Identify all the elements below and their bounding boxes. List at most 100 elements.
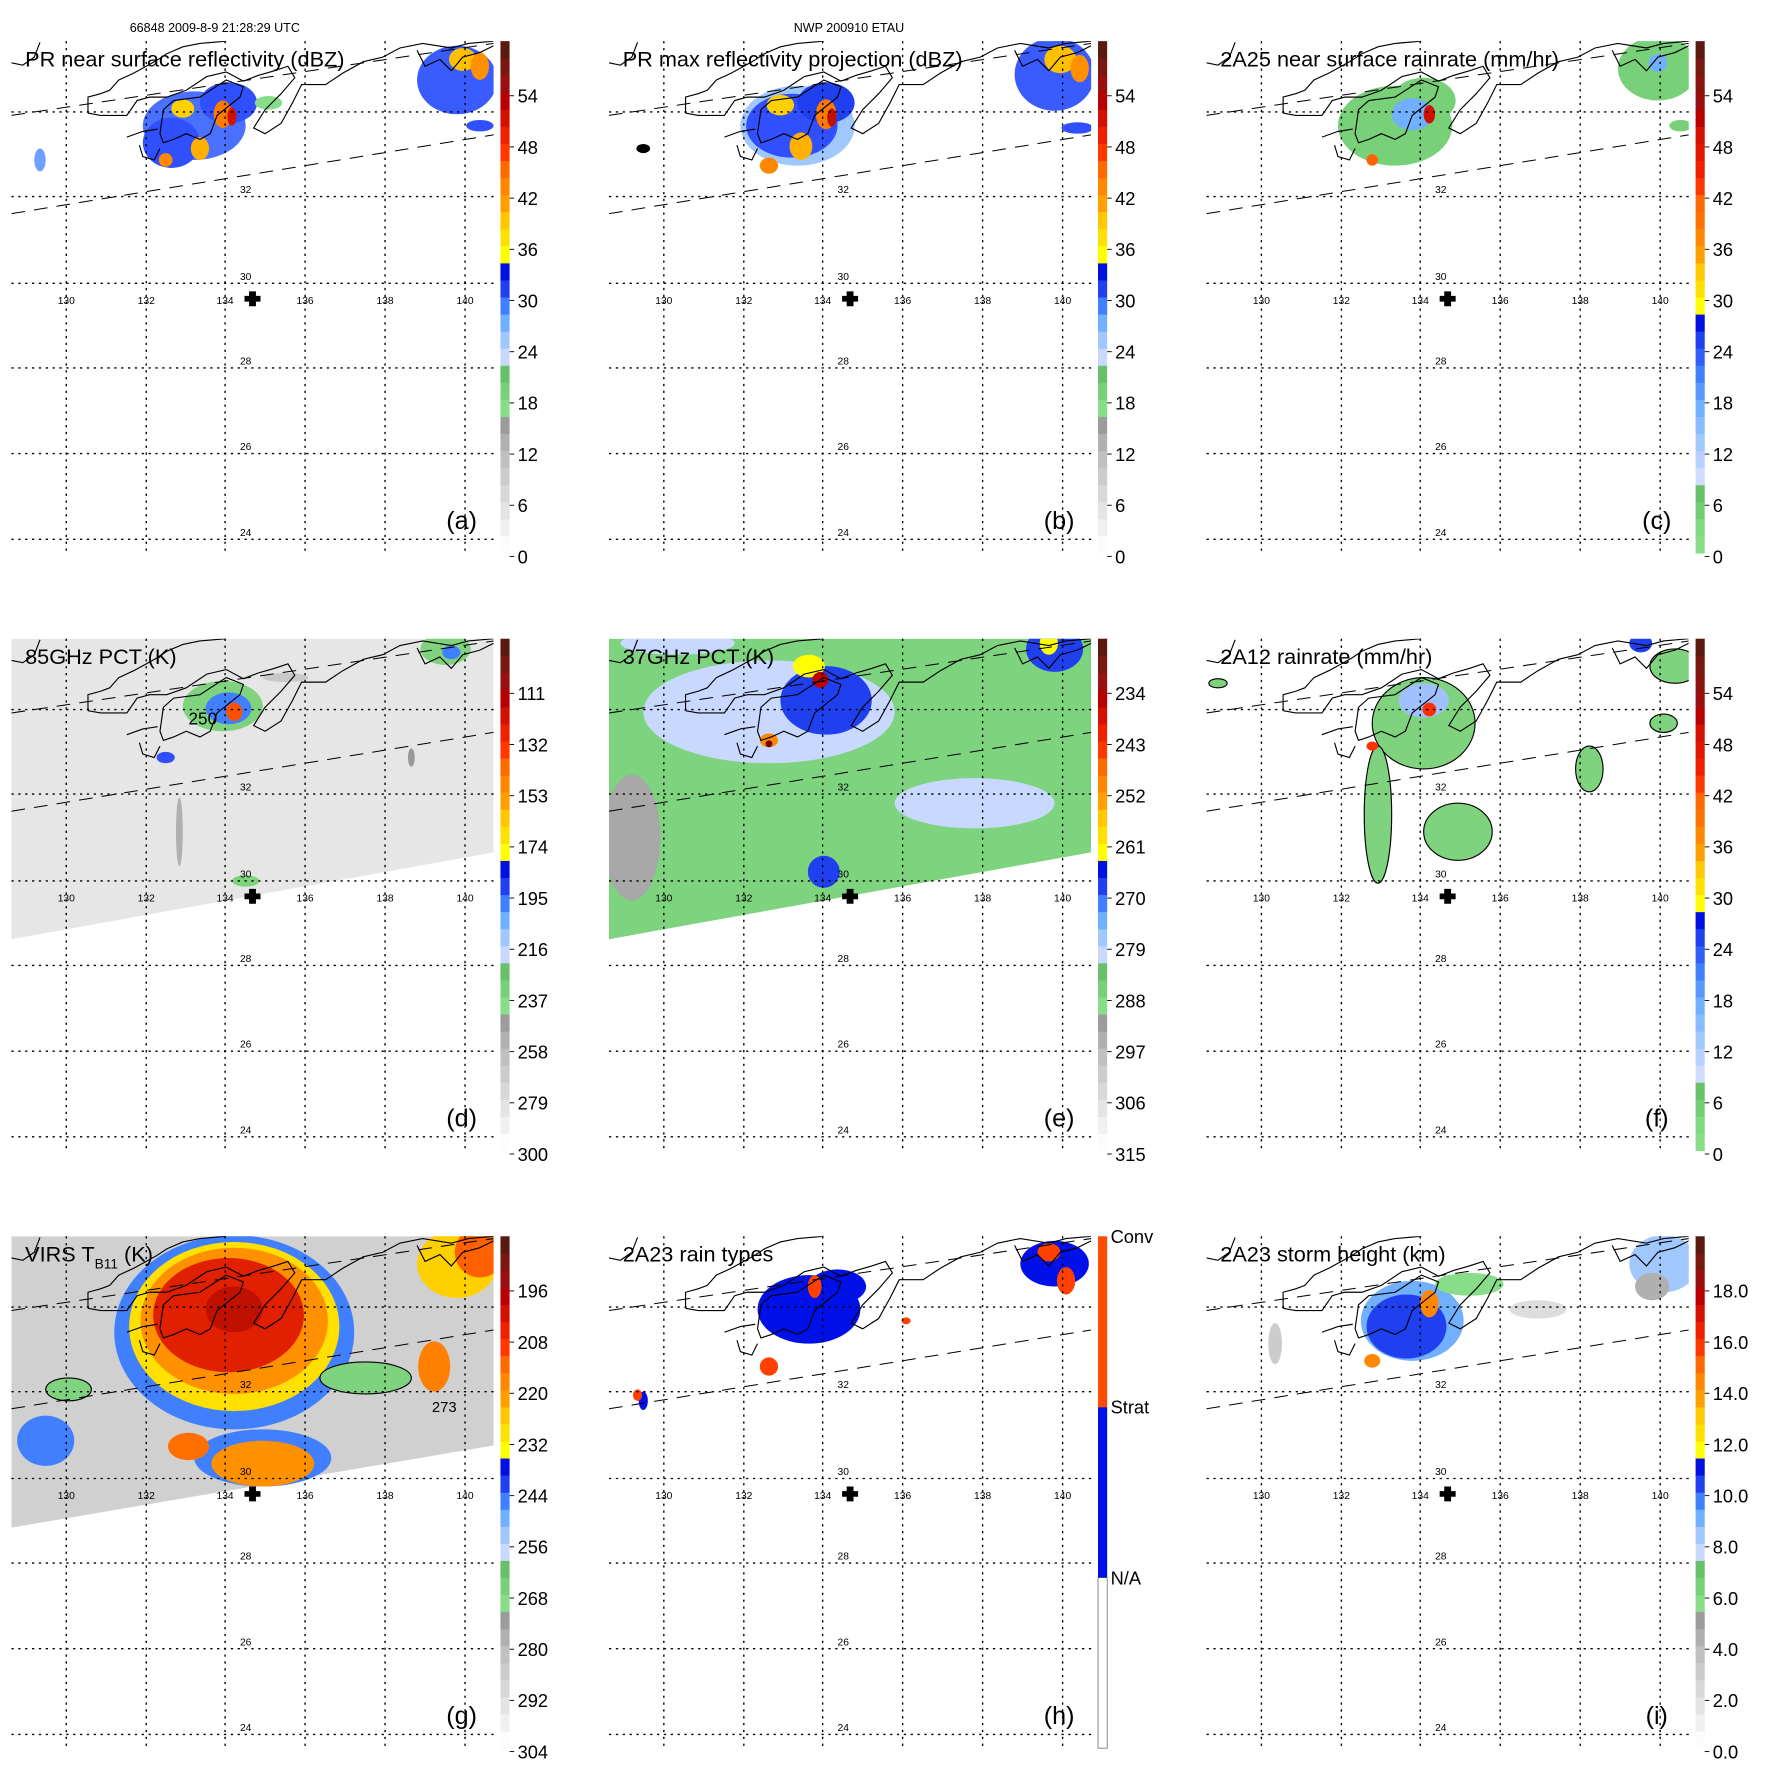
- colorbar-segment: [500, 280, 510, 298]
- colorbar-segment: [1098, 297, 1108, 315]
- colorbar-tick-label: 252: [1115, 786, 1145, 807]
- colorbar-tick-label: 195: [518, 888, 548, 909]
- colorbar-segment: [500, 160, 510, 179]
- precip-cell: [319, 1361, 412, 1395]
- colorbar-segment: [500, 928, 510, 947]
- lat-label: 30: [1435, 1467, 1447, 1478]
- colorbar-tick-label: 12: [1115, 444, 1135, 465]
- colorbar-segment: [1098, 706, 1108, 725]
- colorbar-segment: [500, 979, 510, 998]
- colorbar-segment: [500, 399, 510, 417]
- colorbar-tick-label: 42: [1713, 188, 1733, 209]
- lon-label: 132: [735, 893, 752, 904]
- colorbar-segment: [500, 228, 510, 247]
- center-cross-icon: [244, 1486, 261, 1502]
- lat-label: 30: [240, 1467, 252, 1478]
- colorbar-segment: [500, 1441, 510, 1459]
- colorbar-segment: [1695, 1287, 1705, 1305]
- swath-edge-south: [1206, 134, 1689, 215]
- lon-label: 132: [735, 296, 752, 307]
- colorbar-segment: [500, 314, 510, 332]
- precip-cell: [190, 137, 210, 160]
- colorbar-segment: [500, 1116, 510, 1134]
- colorbar-segment: [1695, 280, 1705, 298]
- colorbar-segment: [1098, 314, 1108, 332]
- colorbar-segment: [500, 1645, 510, 1664]
- lat-label: 26: [838, 1040, 850, 1051]
- colorbar-segment: [500, 655, 510, 674]
- colorbar-segment: [1695, 143, 1705, 162]
- colorbar-segment: [500, 724, 510, 742]
- colorbar-segment: [500, 1031, 510, 1049]
- colorbar-tick-label: 18: [1115, 393, 1135, 414]
- colorbar-segment: [500, 962, 510, 981]
- colorbar-segment: [1695, 126, 1705, 144]
- colorbar-segment: [1098, 450, 1108, 469]
- panel-a: 32 30 28 26 24 130 132 134 136 138 140 PR near surf…: [11, 41, 538, 567]
- colorbar-segment: [500, 58, 510, 76]
- colorbar-segment: [500, 1679, 510, 1698]
- colorbar-segment: [1098, 416, 1108, 435]
- colorbar-segment: [500, 672, 510, 691]
- colorbar-segment: [1098, 467, 1108, 486]
- colorbar-segment: [500, 126, 510, 144]
- colorbar-segment: [1098, 894, 1108, 913]
- colorbar-segment: [500, 911, 510, 930]
- precip-cell: [1420, 1289, 1439, 1318]
- swath-edge-south: [608, 1329, 1092, 1410]
- lon-label: 140: [1652, 893, 1669, 904]
- colorbar-segment: [500, 1082, 510, 1100]
- map-field: [1206, 638, 1689, 884]
- colorbar-segment: [500, 433, 510, 452]
- panel-h: 32 30 28 26 24 130 132 134 136 138 140 2A23 rain ty…: [608, 1226, 1154, 1751]
- lat-label: 30: [838, 1467, 850, 1478]
- colorbar-segment: [1695, 365, 1705, 383]
- precip-cell: [1617, 41, 1689, 101]
- lon-label: 130: [1253, 296, 1270, 307]
- lat-label: 28: [1435, 954, 1447, 965]
- colorbar-segment: [1098, 911, 1108, 930]
- precip-cell: [407, 748, 415, 767]
- colorbar-segment: [1098, 92, 1108, 110]
- colorbar-tick-label: 54: [1115, 86, 1135, 107]
- orbit-time-header: 66848 2009-8-9 21:28:29 UTC: [130, 21, 300, 35]
- map-field: [1206, 41, 1689, 215]
- colorbar-tick-label: 6: [1115, 495, 1125, 516]
- colorbar-tick-label: 261: [1115, 837, 1145, 858]
- colorbar-segment: [1695, 689, 1705, 708]
- colorbar-segment: [1695, 1475, 1705, 1493]
- colorbar-tick-label: 24: [1115, 342, 1135, 363]
- colorbar-segment: [500, 792, 510, 810]
- colorbar-segment: [500, 1509, 510, 1527]
- colorbar-tick-label: 280: [518, 1639, 548, 1660]
- colorbar-segment: [500, 1270, 510, 1288]
- colorbar-segment: [1695, 433, 1705, 452]
- lat-label: 32: [838, 185, 850, 196]
- colorbar-tick-label: 243: [1115, 734, 1145, 755]
- colorbar-tick-label: 42: [1115, 188, 1135, 209]
- colorbar-tick-label: 315: [1115, 1144, 1145, 1165]
- colorbar-segment: [1695, 262, 1705, 281]
- lat-label: 32: [838, 1380, 850, 1391]
- lon-label: 136: [296, 296, 313, 307]
- lat-label: 30: [838, 272, 850, 283]
- precip-cell: [759, 1357, 779, 1376]
- colorbar-segment: [1098, 638, 1108, 657]
- colorbar-segment: [500, 109, 510, 127]
- colorbar-tick-label: 208: [518, 1332, 548, 1353]
- colorbar-segment: [1098, 877, 1108, 896]
- lat-label: 30: [1435, 870, 1447, 881]
- colorbar-segment: [500, 775, 510, 793]
- lat-label: 32: [1435, 783, 1447, 794]
- colorbar-segment: [1098, 399, 1108, 417]
- colorbar-segment: [1695, 75, 1705, 93]
- precip-cell: [466, 119, 494, 132]
- colorbar-segment: [1695, 826, 1705, 844]
- colorbar-segment: [1098, 945, 1108, 964]
- colorbar-tick-label: 12: [1713, 1041, 1733, 1062]
- colorbar-segment: [500, 262, 510, 281]
- lon-label: 136: [1492, 296, 1509, 307]
- colorbar-tick-label: 14.0: [1713, 1383, 1749, 1404]
- panel-g: 32 30 28 26 24 130 132 134 136 138 140 VIRS TB11 (K…: [11, 1236, 548, 1762]
- colorbar-segment: [1695, 1406, 1705, 1425]
